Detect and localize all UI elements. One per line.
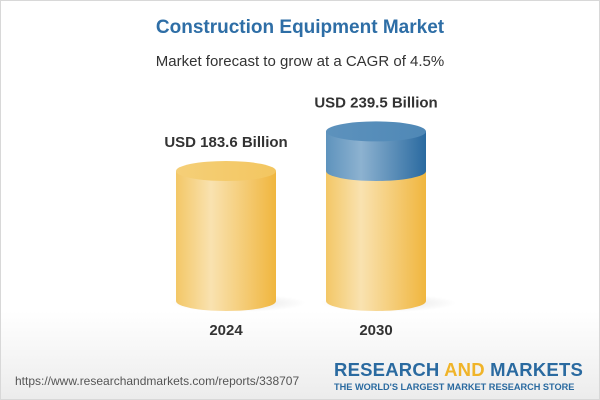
cylinder-base-2024 [176, 171, 276, 311]
source-url[interactable]: https://www.researchandmarkets.com/repor… [15, 374, 300, 388]
cylinder-growth-2030 [326, 131, 426, 181]
data-label-2024: USD 183.6 Billion [164, 134, 287, 151]
data-label-2030: USD 239.5 Billion [314, 94, 437, 111]
cylinder-chart: USD 183.6 Billion 2024 USD 239.5 Billion 20… [164, 94, 456, 339]
cylinder-base-2030 [326, 171, 426, 311]
cylinder-top-2030 [326, 121, 426, 142]
chart-title: Construction Equipment Market [155, 17, 445, 38]
category-label-2030: 2030 [359, 322, 392, 339]
category-label-2024: 2024 [209, 322, 243, 339]
research-and-markets-logo: RESEARCH AND MARKETS THE WORLD'S LARGEST… [334, 359, 583, 392]
chart-subtitle: Market forecast to grow at a CAGR of 4.5… [155, 53, 445, 70]
logo-tagline: THE WORLD'S LARGEST MARKET RESEARCH STOR… [334, 382, 575, 392]
cylinder-top-2024 [176, 161, 276, 181]
